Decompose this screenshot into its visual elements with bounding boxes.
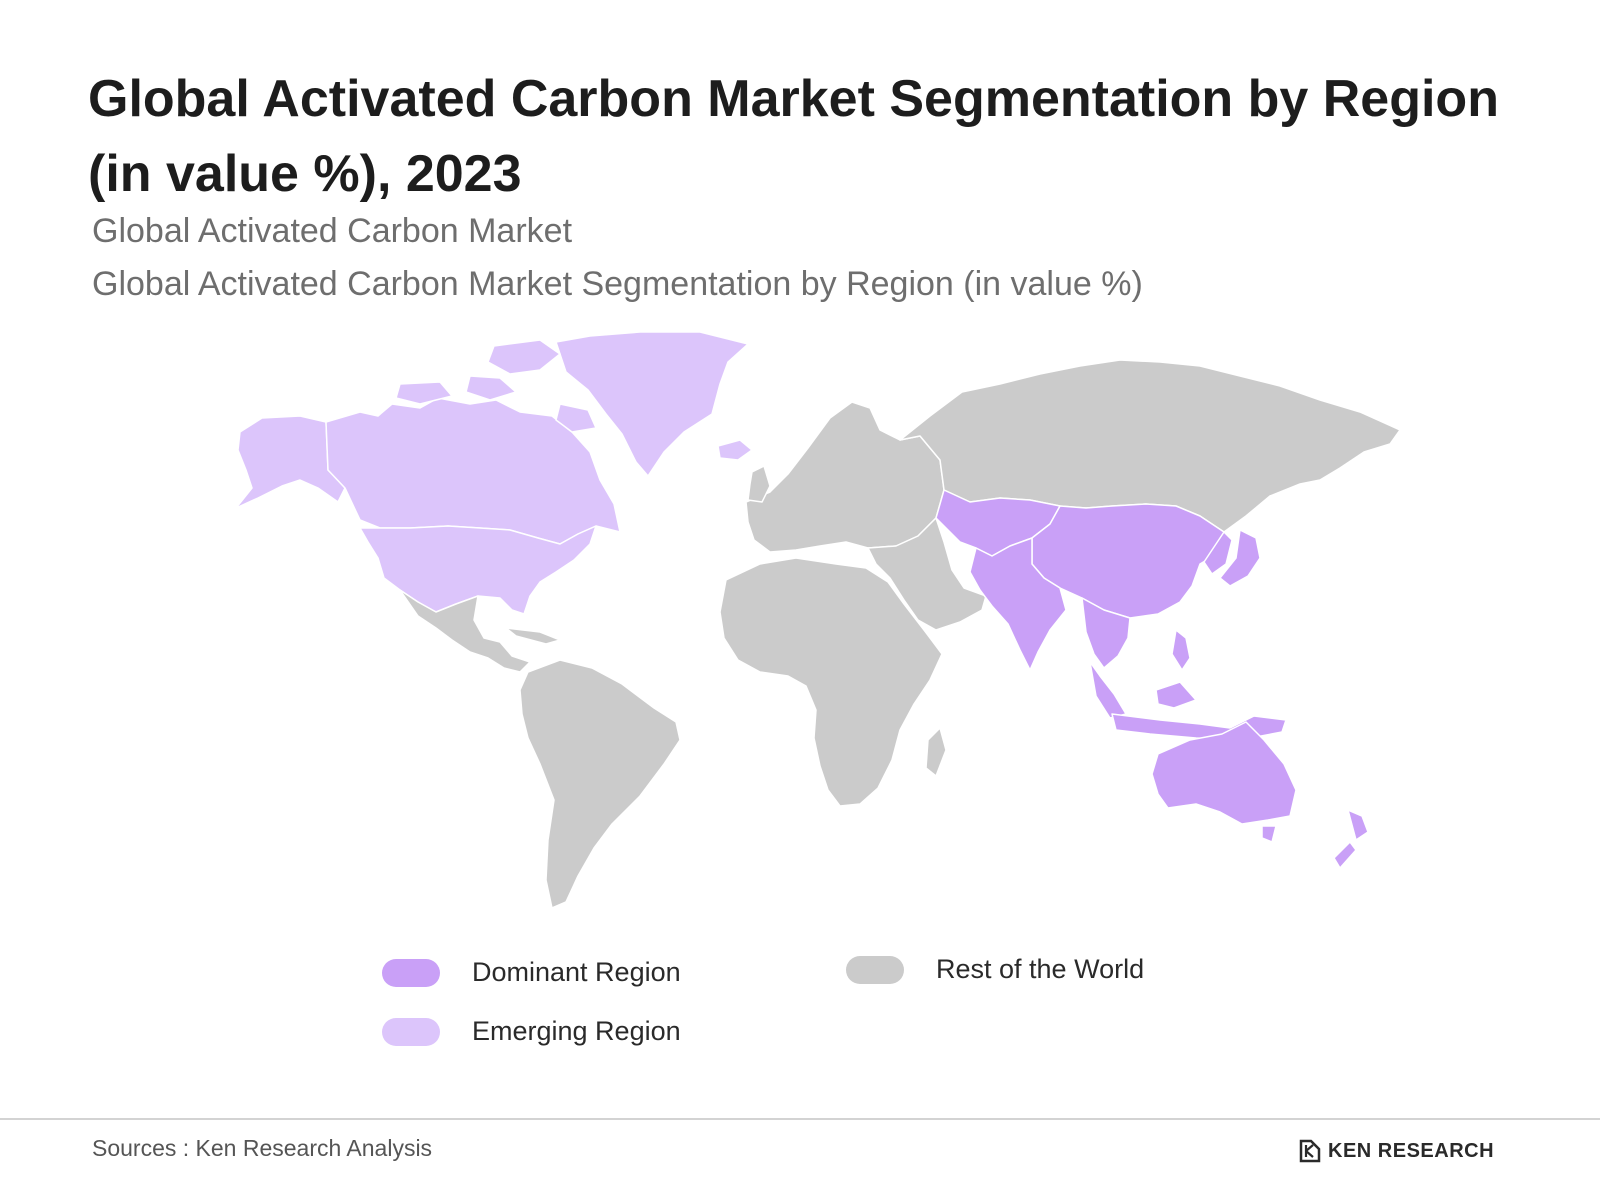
- source-note: Sources : Ken Research Analysis: [92, 1135, 433, 1161]
- region-indonesia: [1111, 681, 1287, 741]
- world-map: [235, 331, 1401, 909]
- region-caribbean: [505, 627, 561, 645]
- region-africa: [719, 557, 943, 807]
- region-new-zealand: [1333, 809, 1369, 869]
- region-iceland: [717, 439, 753, 461]
- region-japan-korea: [1203, 529, 1261, 587]
- legend-swatch-rest: [846, 955, 904, 984]
- region-alaska: [235, 415, 346, 509]
- region-canada-islands: [395, 339, 597, 433]
- region-greenland: [555, 331, 749, 477]
- region-tasmania: [1261, 825, 1277, 843]
- legend-label-dominant: Dominant Region: [472, 957, 681, 987]
- region-south-america: [519, 659, 681, 909]
- ken-research-logo-icon: [1299, 1139, 1321, 1163]
- legend-label-emerging: Emerging Region: [472, 1016, 681, 1046]
- region-europe: [745, 401, 945, 553]
- region-middle-east: [867, 517, 987, 631]
- legend-swatch-emerging: [382, 1017, 440, 1046]
- region-mexico-central-america: [399, 589, 531, 673]
- brand-logo: KEN RESEARCH: [1298, 1138, 1494, 1164]
- subtitle-segmentation: Global Activated Carbon Market Segmentat…: [92, 265, 1143, 303]
- legend-label-rest: Rest of the World: [936, 954, 1145, 984]
- region-philippines: [1171, 629, 1191, 671]
- region-madagascar: [925, 727, 947, 777]
- legend-item-emerging: Emerging Region: [382, 1016, 681, 1047]
- legend-swatch-dominant: [382, 958, 440, 987]
- footer-divider: [0, 1118, 1600, 1120]
- brand-name: KEN RESEARCH: [1328, 1139, 1495, 1162]
- region-south-asia: [969, 537, 1067, 671]
- page-title: Global Activated Carbon Market Segmentat…: [88, 70, 1499, 203]
- legend-item-dominant: Dominant Region: [382, 957, 681, 988]
- region-southeast-asia: [1081, 597, 1131, 719]
- region-australia: [1151, 721, 1297, 825]
- legend-item-rest: Rest of the World: [846, 954, 1144, 985]
- region-uk: [747, 465, 771, 503]
- subtitle-market: Global Activated Carbon Market: [92, 212, 573, 250]
